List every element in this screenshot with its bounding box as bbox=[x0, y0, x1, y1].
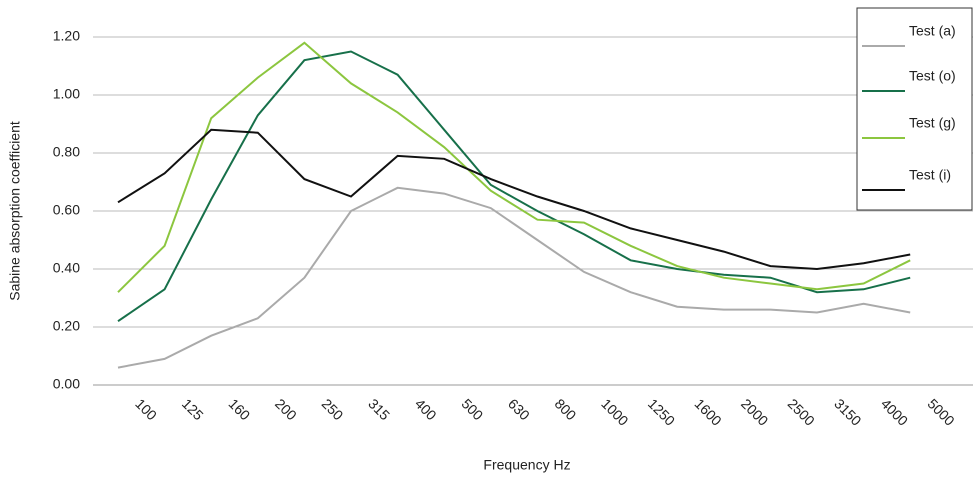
x-tick-label: 2500 bbox=[785, 395, 818, 428]
y-tick-label: 1.00 bbox=[53, 86, 80, 102]
x-axis-title: Frequency Hz bbox=[483, 457, 570, 473]
x-tick-label: 1000 bbox=[598, 395, 631, 428]
x-tick-label: 400 bbox=[412, 395, 440, 423]
y-tick-label: 0.40 bbox=[53, 260, 80, 276]
x-tick-label: 800 bbox=[552, 395, 580, 423]
x-tick-label: 250 bbox=[319, 395, 347, 423]
legend-label: Test (o) bbox=[909, 68, 956, 84]
x-tick-label: 125 bbox=[179, 395, 207, 423]
series-line bbox=[117, 41, 911, 293]
x-tick-label: 5000 bbox=[924, 395, 957, 428]
series-line bbox=[117, 128, 911, 271]
x-tick-label: 630 bbox=[505, 395, 533, 423]
legend-label: Test (a) bbox=[909, 23, 956, 39]
x-tick-label: 160 bbox=[225, 395, 253, 423]
x-tick-label: 2000 bbox=[738, 395, 771, 428]
series-line bbox=[117, 186, 911, 369]
legend-label: Test (i) bbox=[909, 167, 951, 183]
legend-box bbox=[856, 7, 973, 211]
x-tick-label: 100 bbox=[132, 395, 160, 423]
x-tick-label: 500 bbox=[458, 395, 486, 423]
series-line bbox=[117, 50, 911, 323]
legend-label: Test (g) bbox=[909, 115, 956, 131]
x-tick-label: 1250 bbox=[645, 395, 678, 428]
x-tick-label: 315 bbox=[365, 395, 393, 423]
y-axis-title: Sabine absorption coefficient bbox=[7, 121, 23, 301]
x-tick-label: 3150 bbox=[831, 395, 864, 428]
y-tick-label: 0.00 bbox=[53, 376, 80, 392]
y-tick-label: 0.20 bbox=[53, 318, 80, 334]
x-tick-label: 200 bbox=[272, 395, 300, 423]
y-tick-label: 0.80 bbox=[53, 144, 80, 160]
x-tick-label: 4000 bbox=[878, 395, 911, 428]
x-tick-label: 1600 bbox=[691, 395, 724, 428]
y-tick-label: 0.60 bbox=[53, 202, 80, 218]
y-tick-label: 1.20 bbox=[53, 28, 80, 44]
